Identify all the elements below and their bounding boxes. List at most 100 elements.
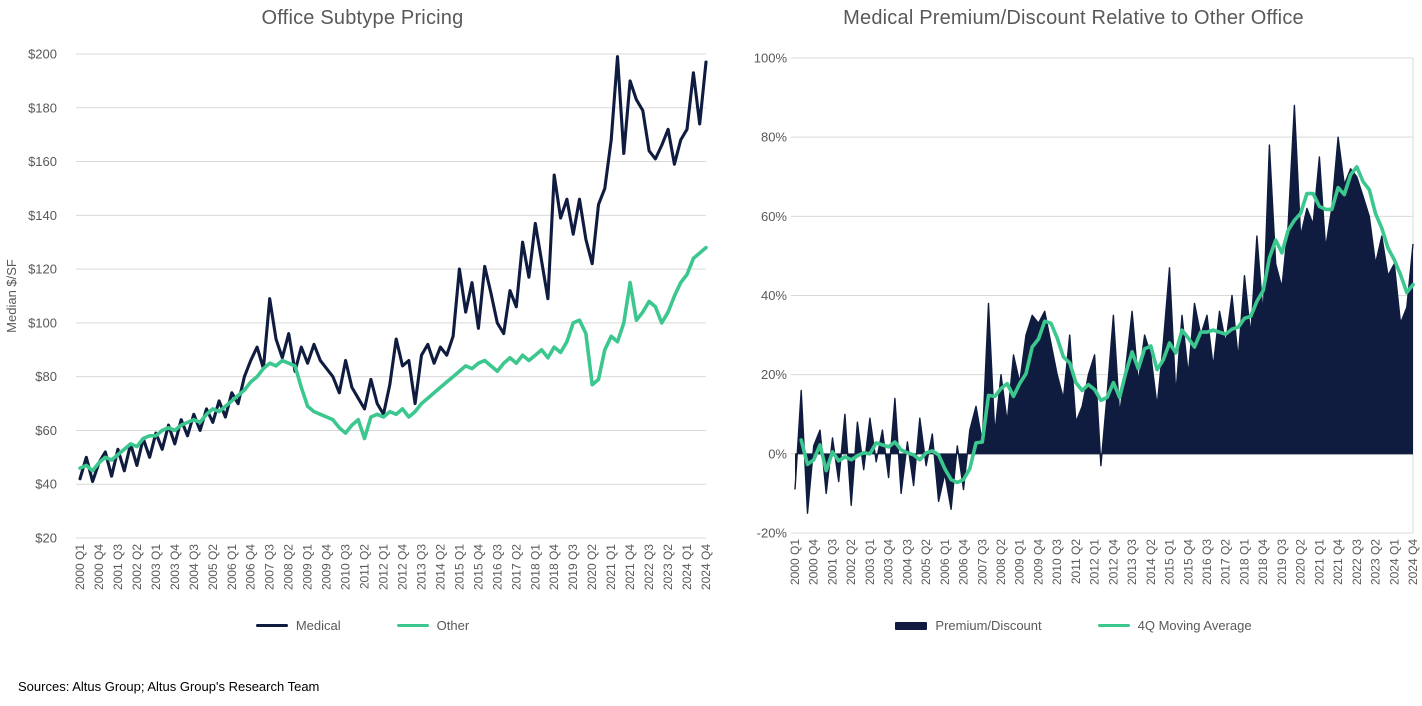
x-tick-label: 2005 Q2 — [206, 544, 220, 590]
x-tick-label: 2005 Q2 — [919, 539, 933, 585]
legend-label-medical: Medical — [295, 618, 341, 633]
chart-medical-premium-discount: Medical Premium/Discount Relative to Oth… — [725, 0, 1422, 650]
right-chart-title: Medical Premium/Discount Relative to Oth… — [843, 7, 1304, 29]
x-tick-label: 2022 Q3 — [642, 544, 656, 590]
x-tick-label: 2006 Q1 — [938, 539, 952, 585]
y-axis-title: Median $/SF — [4, 259, 19, 333]
legend-label-premium-discount: Premium/Discount — [935, 618, 1042, 633]
x-tick-label: 2017 Q2 — [509, 544, 523, 590]
x-tick-label: 2003 Q4 — [882, 539, 896, 585]
legend-item-medical: Medical — [255, 618, 341, 633]
x-tick-label: 2013 Q3 — [414, 544, 428, 590]
legend-item-moving-average: 4Q Moving Average — [1097, 618, 1252, 633]
x-tick-label: 2009 Q4 — [320, 544, 334, 590]
x-tick-label: 2006 Q1 — [225, 544, 239, 590]
y-tick-label: 40% — [761, 288, 787, 303]
y-tick-label: $80 — [35, 369, 57, 384]
x-tick-label: 2002 Q2 — [844, 539, 858, 585]
x-tick-label: 2000 Q4 — [92, 544, 106, 590]
x-tick-label: 2012 Q4 — [1106, 539, 1120, 585]
x-tick-label: 2021 Q1 — [604, 544, 618, 590]
x-tick-label: 2018 Q1 — [528, 544, 542, 590]
chart-office-subtype-pricing: Office Subtype Pricing $200 $180 $160 $140 $… — [0, 0, 725, 650]
x-tick-label: 2008 Q2 — [282, 544, 296, 590]
x-tick-label: 2012 Q1 — [377, 544, 391, 590]
y-tick-label: $140 — [28, 208, 57, 223]
x-tick-label: 2003 Q1 — [149, 544, 163, 590]
x-tick-label: 2018 Q1 — [1237, 539, 1251, 585]
x-tick-label: 2000 Q1 — [788, 539, 802, 585]
y-tick-label: $20 — [35, 531, 57, 546]
x-tick-label: 2024 Q4 — [699, 544, 713, 590]
x-tick-label: 2014 Q2 — [433, 544, 447, 590]
medical-line-swatch — [255, 623, 288, 628]
x-tick-label: 2018 Q4 — [547, 544, 561, 590]
x-tick-label: 2004 Q3 — [187, 544, 201, 590]
x-tick-label: 2004 Q3 — [900, 539, 914, 585]
x-tick-label: 2001 Q3 — [111, 544, 125, 590]
x-tick-label: 2003 Q1 — [863, 539, 877, 585]
y-tick-label: 100% — [754, 51, 788, 66]
x-tick-label: 2015 Q4 — [1181, 539, 1195, 585]
premium-discount-area-swatch — [895, 621, 928, 630]
x-tick-label: 2010 Q3 — [1050, 539, 1064, 585]
moving-average-line-swatch — [1097, 623, 1130, 628]
y-tick-label: $100 — [28, 315, 57, 330]
x-tick-label: 2018 Q4 — [1256, 539, 1270, 585]
x-tick-label: 2023 Q2 — [661, 544, 675, 590]
office-pricing-plot-area: $200 $180 $160 $140 $120 $100 $80 $60 $40 $20 2000… — [4, 47, 713, 591]
legend-item-premium-discount: Premium/Discount — [895, 618, 1042, 633]
y-tick-label: 80% — [761, 130, 787, 145]
premium-discount-area — [795, 105, 1413, 514]
y-tick-label: 20% — [761, 367, 787, 382]
x-tick-label: 2011 Q2 — [358, 544, 372, 589]
x-tick-label: 2015 Q4 — [471, 544, 485, 590]
x-tick-label: 2009 Q1 — [1013, 539, 1027, 585]
x-tick-label: 2016 Q3 — [1200, 539, 1214, 585]
x-tick-label: 2015 Q1 — [452, 544, 466, 590]
x-tick-label: 2021 Q1 — [1312, 539, 1326, 585]
x-tick-label: 2007 Q3 — [975, 539, 989, 585]
x-tick-label: 2010 Q3 — [339, 544, 353, 590]
x-tick-label: 2009 Q4 — [1031, 539, 1045, 585]
x-tick-label: 2001 Q3 — [825, 539, 839, 585]
x-tick-label: 2011 Q2 — [1069, 539, 1083, 584]
right-chart-legend: Premium/Discount 4Q Moving Average — [725, 618, 1422, 633]
x-tick-label: 2012 Q4 — [395, 544, 409, 590]
4q-moving-average-series-line — [799, 165, 1415, 485]
premium-discount-plot-area: 100% 80% 60% 40% 20% 0% -20%2000 Q1 2000 Q4 2001… — [754, 51, 1420, 586]
y-tick-label: $200 — [28, 47, 57, 62]
legend-label-other: Other — [436, 618, 470, 633]
x-tick-label: 2020 Q2 — [1294, 539, 1308, 585]
x-tick-label: 2022 Q3 — [1350, 539, 1364, 585]
legend-label-moving-average: 4Q Moving Average — [1137, 618, 1252, 633]
x-tick-label: 2019 Q3 — [566, 544, 580, 590]
left-chart-legend: Medical Other — [0, 618, 725, 633]
x-tick-label: 2002 Q2 — [130, 544, 144, 590]
left-chart-title: Office Subtype Pricing — [261, 7, 464, 29]
x-tick-label: 2023 Q2 — [1369, 539, 1383, 585]
x-tick-label: 2000 Q1 — [73, 544, 87, 590]
sources-note: Sources: Altus Group; Altus Group's Rese… — [18, 679, 320, 694]
legend-item-other: Other — [396, 618, 470, 633]
y-tick-label: $180 — [28, 100, 57, 115]
y-tick-label: 60% — [761, 209, 787, 224]
y-tick-label: 0% — [768, 446, 787, 461]
y-tick-label: $40 — [35, 477, 57, 492]
other-line-swatch — [396, 623, 429, 628]
x-tick-label: 2021 Q4 — [1331, 539, 1345, 585]
x-tick-label: 2020 Q2 — [585, 544, 599, 590]
x-tick-label: 2017 Q2 — [1219, 539, 1233, 585]
y-tick-label: -20% — [757, 526, 788, 541]
y-tick-label: $160 — [28, 154, 57, 169]
x-tick-label: 2024 Q1 — [680, 544, 694, 590]
x-tick-label: 2021 Q4 — [623, 544, 637, 590]
x-tick-label: 2012 Q1 — [1088, 539, 1102, 585]
y-tick-label: $60 — [35, 423, 57, 438]
x-tick-label: 2013 Q3 — [1125, 539, 1139, 585]
x-tick-label: 2024 Q4 — [1406, 539, 1420, 585]
other-series-line — [78, 245, 708, 473]
x-tick-label: 2016 Q3 — [490, 544, 504, 590]
x-tick-label: 2006 Q4 — [957, 539, 971, 585]
